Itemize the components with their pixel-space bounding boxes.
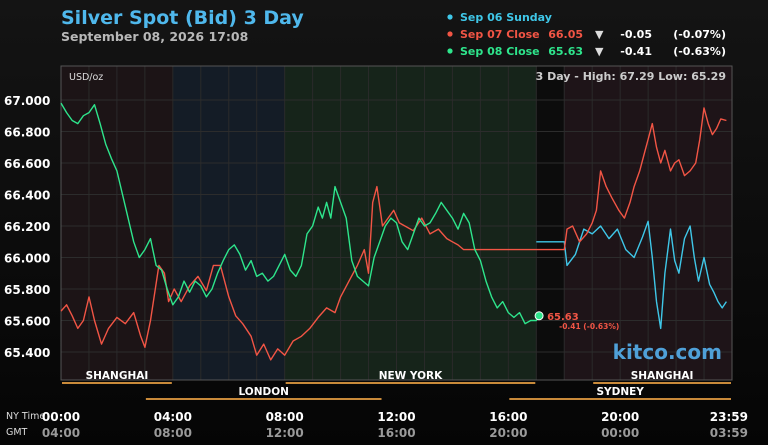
last-price-marker: 65.63-0.41 (-0.63%) (534, 311, 619, 331)
series-line-1 (60, 107, 727, 361)
legend-dot-1 (447, 31, 453, 37)
series-line-2 (60, 102, 540, 325)
x-tick-ny: 08:00 (266, 410, 304, 424)
x-tick-ny: 12:00 (377, 410, 415, 424)
chart-title: Silver Spot (Bid) 3 Day (61, 7, 304, 29)
market-label-2: NEW YORK (379, 370, 443, 382)
legend-label-0: Sep 06 Sunday (460, 11, 552, 24)
market-label-0: SHANGHAI (86, 370, 149, 382)
x-tick-ny: 04:00 (154, 410, 192, 424)
market-label-4: SYDNEY (596, 386, 644, 398)
x-tick-gmt: 16:00 (377, 426, 415, 440)
x-tick-gmt: 08:00 (154, 426, 192, 440)
y-tick-label: 66.400 (4, 189, 50, 203)
session-band-2 (284, 66, 537, 380)
legend-dot-2 (447, 48, 453, 54)
legend-price-2: 65.63 (548, 45, 583, 58)
legend-dot-0 (447, 14, 453, 20)
series-lines (60, 102, 727, 361)
y-tick-label: 67.000 (4, 94, 50, 108)
y-tick-label: 66.000 (4, 252, 50, 266)
market-label-1: LONDON (238, 386, 288, 398)
watermark: kitco.com (613, 340, 722, 364)
x-axis: 00:00 04:00 04:00 08:00 08:00 12:00 12:00 16:00… (42, 410, 748, 440)
x-tick-ny: 20:00 (601, 410, 639, 424)
x-tick-ny: 23:59 (710, 410, 748, 424)
x-tick-gmt: 04:00 (42, 426, 80, 440)
y-tick-label: 66.200 (4, 220, 50, 234)
plot-frame (60, 65, 733, 381)
legend-pct-1: (-0.07%) (673, 28, 726, 41)
legend: Sep 06 Sunday Sep 07 Close 66.05 ▼ -0.05 (-0.… (447, 11, 726, 58)
legend-price-1: 66.05 (548, 28, 583, 41)
last-price-dot (534, 311, 544, 321)
x-tick-gmt: 00:00 (601, 426, 639, 440)
legend-label-2: Sep 08 Close (460, 45, 540, 58)
market-label-3: SHANGHAI (631, 370, 694, 382)
y-tick-label: 66.600 (4, 157, 50, 171)
legend-pct-2: (-0.63%) (673, 45, 726, 58)
legend-change-1: -0.05 (620, 28, 652, 41)
market-sessions: SHANGHAI LONDON NEW YORK SHANGHAI SYDNEY (62, 370, 731, 400)
legend-arrow-2: ▼ (595, 45, 604, 58)
y-tick-label: 65.600 (4, 315, 50, 329)
x-tick-gmt: 03:59 (710, 426, 748, 440)
y-tick-label: 65.800 (4, 283, 50, 297)
chart-subtitle: September 08, 2026 17:08 (61, 29, 248, 44)
x-tick-ny: 16:00 (489, 410, 527, 424)
y-axis: 67.000 66.800 66.600 66.400 66.200 66.000 65.8… (4, 94, 50, 360)
legend-label-1: Sep 07 Close (460, 28, 540, 41)
y-tick-label: 65.400 (4, 346, 50, 360)
ny-time-label: NY Time (6, 411, 45, 422)
range-stats: 3 Day - High: 67.29 Low: 65.29 (536, 70, 726, 83)
series-line-0 (536, 220, 727, 330)
unit-label: USD/oz (69, 72, 103, 83)
legend-arrow-1: ▼ (595, 28, 604, 41)
x-tick-gmt: 20:00 (489, 426, 527, 440)
gmt-label: GMT (6, 427, 28, 438)
legend-change-2: -0.41 (620, 45, 652, 58)
x-tick-ny: 00:00 (42, 410, 80, 424)
session-band-3 (536, 66, 565, 380)
last-price-label: 65.63 (547, 312, 579, 323)
y-tick-label: 66.800 (4, 126, 50, 140)
x-tick-gmt: 12:00 (266, 426, 304, 440)
last-change-label: -0.41 (-0.63%) (559, 322, 619, 331)
